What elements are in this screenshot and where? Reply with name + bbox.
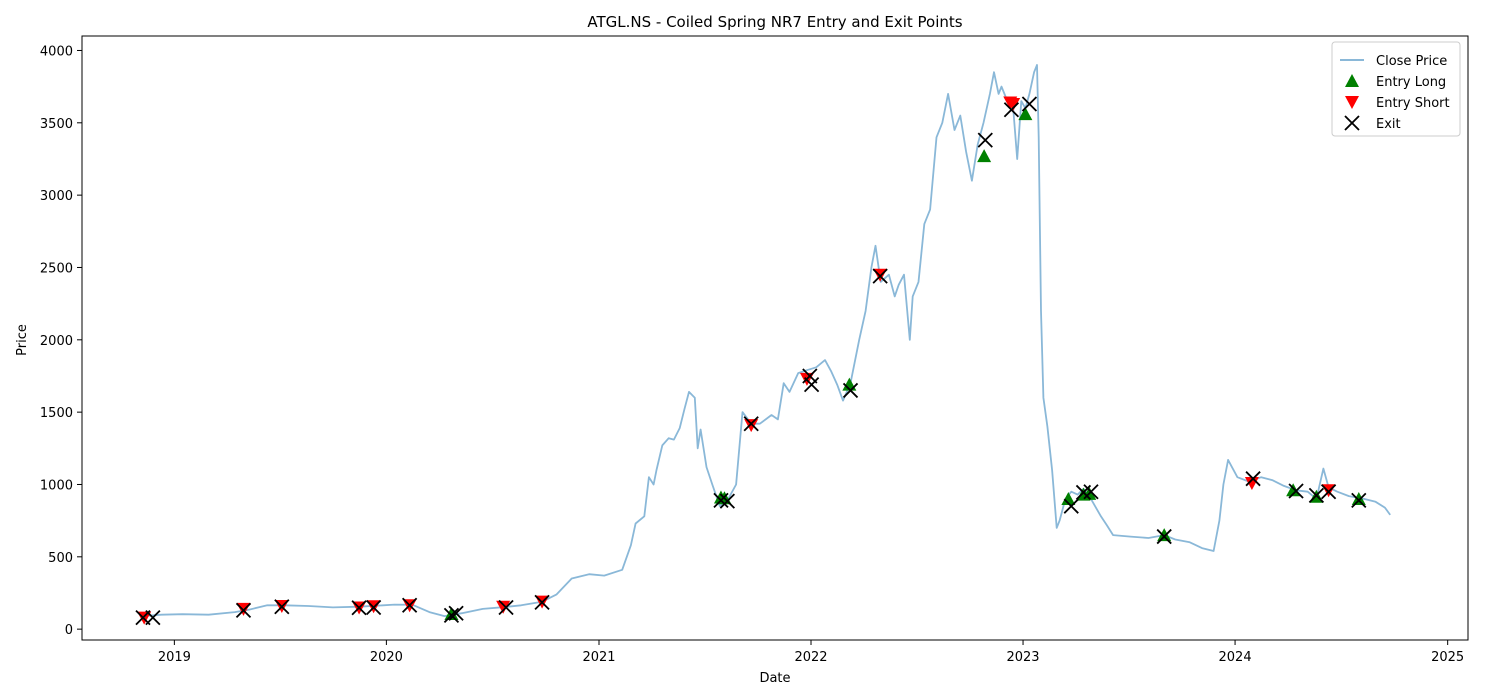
- exit-marker: [401, 597, 418, 613]
- legend-label: Close Price: [1376, 54, 1447, 69]
- exit-marker: [1156, 528, 1172, 545]
- axes-layer: 2019 2020 2021 2022 2023 2024 2025 0 500 1000 1500…: [40, 35, 1469, 665]
- y-axis-title: Price: [15, 324, 30, 356]
- x-tick-label: 2022: [794, 650, 827, 665]
- y-tick-label: 0: [65, 623, 73, 638]
- exit-marker: [1245, 471, 1261, 487]
- exit-marker: [719, 493, 736, 509]
- legend-exit-swatch: [1344, 115, 1360, 131]
- y-tick-label: 4000: [40, 44, 73, 59]
- x-tick-label: 2020: [370, 650, 403, 665]
- entry-long-marker: [1351, 491, 1366, 505]
- x-tick-label: 2023: [1006, 650, 1039, 665]
- exit-marker: [977, 132, 993, 148]
- exit-marker: [1288, 483, 1304, 499]
- exit-marker: [351, 600, 367, 616]
- exit-marker: [1320, 484, 1337, 500]
- exit-marker: [803, 377, 820, 393]
- entry-short-marker: [496, 600, 511, 614]
- entry-long-marker: [1018, 107, 1033, 121]
- chart-title: ATGL.NS - Coiled Spring NR7 Entry and Ex…: [587, 13, 962, 31]
- legend: Close Price Entry Long Entry Short Exit: [1331, 41, 1461, 137]
- exit-marker: [1021, 96, 1038, 112]
- y-tick-label: 3000: [40, 189, 73, 204]
- y-tick-label: 2500: [40, 261, 73, 276]
- exit-marker: [713, 492, 729, 509]
- y-tick-label: 500: [48, 551, 73, 566]
- exit-marker: [1308, 487, 1325, 503]
- y-tick-label: 1000: [40, 478, 73, 493]
- exit-marker: [235, 602, 252, 618]
- x-tick-label: 2025: [1431, 650, 1464, 665]
- x-axis-title: Date: [759, 671, 790, 686]
- exit-marker: [743, 416, 759, 432]
- legend-label: Entry Short: [1376, 96, 1450, 111]
- entry-long-marker: [444, 606, 459, 620]
- y-tick-label: 2000: [40, 334, 73, 349]
- close-price-line: [142, 64, 1391, 617]
- exit-marker: [842, 382, 859, 399]
- x-tick-label: 2021: [582, 650, 615, 665]
- entry-long-marker: [1061, 491, 1076, 505]
- entry-long-marker: [1286, 483, 1301, 497]
- exit-marker: [872, 268, 888, 284]
- legend-box: [1331, 41, 1461, 137]
- plot-layer: [135, 64, 1391, 626]
- y-tick-label: 3500: [40, 117, 73, 132]
- legend-label: Entry Long: [1376, 75, 1446, 90]
- x-tick-label: 2019: [158, 650, 191, 665]
- exit-marker: [448, 605, 464, 621]
- exit-marker: [365, 599, 382, 616]
- exit-marker: [1351, 492, 1367, 509]
- exit-marker: [534, 594, 550, 611]
- y-tick-label: 1500: [40, 406, 73, 421]
- entry-long-marker: [1157, 528, 1172, 542]
- legend-entry-long-swatch: [1345, 74, 1359, 87]
- plot-frame: [81, 35, 1469, 641]
- exit-marker: [274, 599, 290, 615]
- exit-marker: [1003, 102, 1020, 118]
- exit-marker: [145, 609, 161, 626]
- exit-marker: [1083, 484, 1099, 500]
- entry-short-marker: [1006, 97, 1021, 111]
- entry-short-marker: [744, 419, 759, 433]
- exit-marker: [498, 599, 514, 616]
- exit-marker: [443, 607, 460, 624]
- legend-label: Exit: [1376, 117, 1401, 132]
- x-tick-label: 2024: [1219, 650, 1252, 665]
- entry-long-marker: [977, 149, 992, 163]
- exit-marker: [1063, 498, 1079, 514]
- legend-entry-short-swatch: [1345, 96, 1359, 109]
